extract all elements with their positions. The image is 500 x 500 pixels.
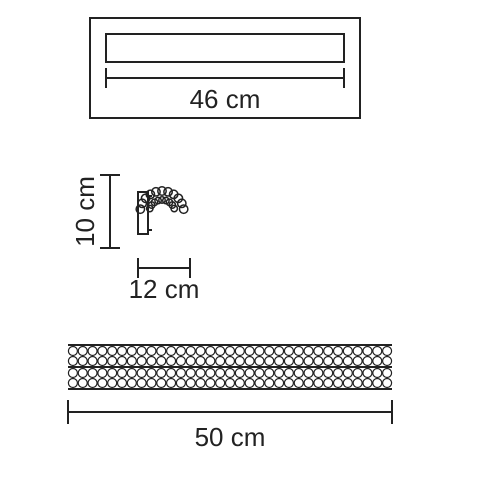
side-view xyxy=(136,187,188,234)
dim-10cm-label: 10 cm xyxy=(70,176,100,247)
dim-50cm xyxy=(68,400,392,424)
dim-10cm xyxy=(100,175,120,248)
dim-50cm-label: 50 cm xyxy=(195,422,266,452)
dim-46cm-label: 46 cm xyxy=(190,84,261,114)
front-view xyxy=(68,345,392,389)
technical-drawing: 46 cm 10 cm 12 cm 50 cm xyxy=(0,0,500,500)
dim-12cm-label: 12 cm xyxy=(129,274,200,304)
